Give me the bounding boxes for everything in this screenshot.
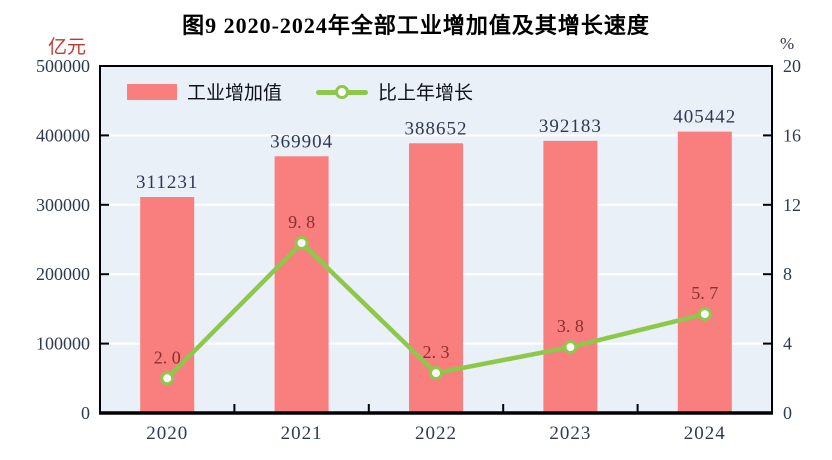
growth-value-label: 9. 8: [288, 212, 315, 232]
right-axis-tick-label: 16: [783, 125, 801, 145]
legend-line-swatch: [316, 83, 369, 101]
legend-bar-swatch: [127, 83, 177, 100]
growth-value-label: 5. 7: [691, 283, 718, 303]
bar: [677, 131, 732, 414]
legend: 工业增加值 比上年增长: [127, 78, 473, 105]
right-axis-tick-label: 12: [783, 195, 801, 215]
left-axis-tick-label: 400000: [36, 125, 90, 145]
left-axis-tick-label: 100000: [36, 334, 90, 354]
bar: [274, 156, 329, 413]
x-axis-category-label: 2022: [415, 423, 457, 444]
bar: [543, 140, 598, 413]
growth-value-label: 3. 8: [557, 316, 584, 336]
legend-bar-label: 工业增加值: [187, 83, 283, 104]
right-axis-tick-label: 8: [783, 264, 792, 284]
x-axis-category-label: 2023: [549, 423, 591, 444]
growth-value-label: 2. 3: [423, 342, 450, 362]
left-axis-tick-label: 300000: [36, 195, 90, 215]
right-axis-tick-label: 0: [783, 403, 792, 423]
growth-marker: [563, 340, 578, 355]
right-axis-tick-label: 20: [783, 56, 801, 76]
x-axis-category-label: 2020: [146, 423, 188, 444]
x-axis-category-label: 2024: [684, 423, 726, 444]
bar-value-label: 311231: [136, 172, 198, 193]
left-axis-tick-label: 500000: [36, 56, 90, 76]
left-axis-tick-label: 200000: [36, 264, 90, 284]
growth-value-label: 2. 0: [154, 347, 181, 367]
legend-line-marker-icon: [335, 84, 350, 99]
bar-value-label: 405442: [673, 107, 736, 128]
bar-value-label: 392183: [539, 116, 602, 137]
right-axis-tick-label: 4: [783, 334, 792, 354]
x-axis-category-label: 2021: [281, 423, 323, 444]
legend-line-label: 比上年增长: [378, 83, 474, 104]
bar-value-label: 388652: [405, 118, 468, 139]
growth-marker: [294, 235, 309, 250]
bar-value-label: 369904: [270, 131, 333, 152]
growth-marker: [160, 371, 175, 386]
chart-title: 图9 2020-2024年全部工业增加值及其增长速度: [182, 13, 650, 38]
right-axis-unit: %: [780, 34, 795, 53]
left-axis-tick-label: 0: [81, 403, 90, 423]
left-axis-unit: 亿元: [47, 37, 86, 58]
growth-marker: [697, 307, 712, 322]
growth-marker: [429, 366, 443, 381]
